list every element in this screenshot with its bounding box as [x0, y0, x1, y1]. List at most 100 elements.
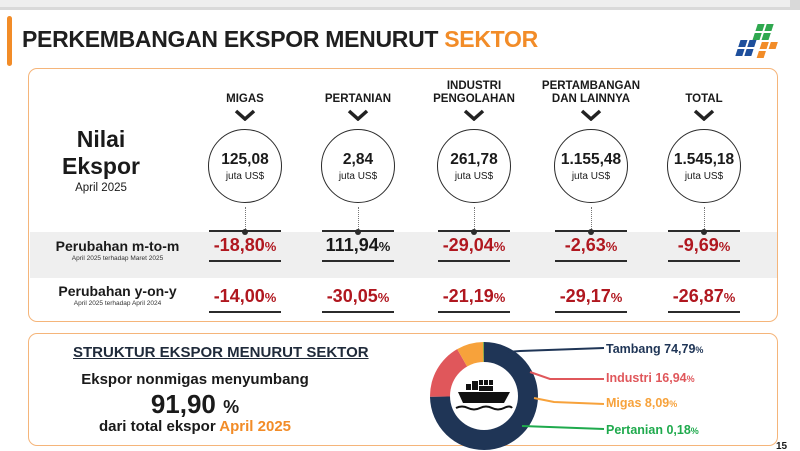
- cell-bottom-line: [555, 260, 627, 262]
- yoy-number: -29,17: [559, 286, 611, 306]
- yoy-number: -30,05: [326, 286, 378, 306]
- structure-line3: dari total ekspor April 2025: [60, 418, 330, 435]
- mtm-number: -2,63: [564, 235, 606, 255]
- sector-name: PERTANIAN: [324, 93, 392, 105]
- structure-line1: Ekspor nonmigas menyumbang: [81, 371, 309, 388]
- pct-sign: %: [610, 290, 623, 305]
- leader-tambang: [507, 347, 605, 353]
- legend-pct: %: [695, 345, 704, 355]
- sector-unit: juta US$: [225, 170, 265, 182]
- cell-bottom-line: [322, 311, 394, 313]
- mtm-label: Perubahan m-to-m: [55, 238, 180, 254]
- cell-top-line: [668, 230, 740, 232]
- chevron-down-icon: [347, 109, 369, 121]
- structure-big-value: 91,90 %: [60, 389, 330, 420]
- sector-unit: juta US$: [338, 170, 378, 182]
- legend-name: Pertanian: [606, 423, 663, 437]
- dotted-connector: [473, 207, 475, 229]
- pct-sign: %: [718, 239, 731, 254]
- cell-bottom-line: [668, 311, 740, 313]
- connector-dot: [588, 229, 594, 235]
- mtm-number: -18,80: [213, 235, 265, 255]
- mtm-cell-migas: -18,80%: [185, 230, 305, 262]
- mtm-row-band: [30, 232, 777, 278]
- cell-top-line: [322, 230, 394, 232]
- title-accent-bar: [7, 16, 12, 66]
- sector-column-pertambangan: PERTAMBANGAN DAN LAINNYA 1.155,48 juta U…: [531, 74, 651, 235]
- top-bar-inner: [0, 0, 790, 7]
- nilai-title-line1: Nilai: [76, 126, 126, 152]
- dotted-connector: [244, 207, 246, 229]
- connector-dot: [355, 229, 361, 235]
- cell-bottom-line: [438, 260, 510, 262]
- chevron-down-icon: [580, 109, 602, 121]
- pct-sign: %: [605, 239, 618, 254]
- title-main: PERKEMBANGAN EKSPOR MENURUT: [22, 26, 439, 52]
- sector-value: 1.155,48: [560, 150, 622, 168]
- line3-prefix: dari total ekspor: [98, 418, 216, 435]
- cargo-ship-icon: [455, 380, 513, 411]
- yoy-value: -30,05%: [298, 285, 418, 309]
- sector-unit: juta US$: [684, 170, 724, 182]
- mtm-value: -29,04%: [414, 234, 534, 258]
- legend-value: 8,09: [644, 396, 670, 410]
- chevron-down-icon: [234, 109, 256, 121]
- legend-value: 74,79: [664, 342, 696, 356]
- sector-value-circle: 261,78 juta US$: [437, 129, 511, 203]
- sector-value-circle: 1.155,48 juta US$: [554, 129, 628, 203]
- cell-bottom-line: [322, 260, 394, 262]
- legend-value: 0,18: [666, 423, 691, 437]
- leader-industri: [529, 371, 604, 380]
- legend-name: Migas: [606, 396, 642, 410]
- connector-dot: [471, 229, 477, 235]
- cell-top-line: [555, 230, 627, 232]
- yoy-number: -26,87: [672, 286, 724, 306]
- pct-sign: %: [264, 290, 277, 305]
- chevron-down-icon: [463, 109, 485, 121]
- pct-sign: %: [378, 239, 391, 254]
- pct-sign: %: [264, 239, 277, 254]
- nilai-period: April 2025: [75, 182, 127, 194]
- mtm-number: -29,04: [442, 235, 494, 255]
- sector-name: INDUSTRI PENGOLAHAN: [433, 80, 515, 105]
- yoy-value: -29,17%: [531, 285, 651, 309]
- sector-value-circle: 125,08 juta US$: [208, 129, 282, 203]
- yoy-number: -21,19: [442, 286, 494, 306]
- donut-slice-tambang: [430, 342, 538, 450]
- legend-name: Industri: [606, 371, 652, 385]
- mtm-cell-industri: -29,04%: [414, 230, 534, 262]
- legend-tambang: Tambang 74,79%: [606, 342, 703, 356]
- connector-dot: [242, 229, 248, 235]
- sector-value: 1.545,18: [673, 150, 735, 168]
- page-number: 15: [776, 441, 788, 451]
- pct-sign: %: [377, 290, 390, 305]
- yoy-value: -14,00%: [185, 285, 305, 309]
- line3-highlight: April 2025: [219, 418, 292, 435]
- legend-name: Tambang: [606, 342, 661, 356]
- sector-value-circle: 1.545,18 juta US$: [667, 129, 741, 203]
- mtm-value: -9,69%: [644, 234, 764, 258]
- mtm-value: 111,94%: [298, 234, 418, 258]
- legend-migas: Migas 8,09%: [606, 396, 677, 410]
- yoy-label: Perubahan y-on-y: [58, 283, 177, 299]
- yoy-number: -14,00: [213, 286, 265, 306]
- legend-pct: %: [669, 399, 678, 409]
- legend-value: 16,94: [655, 371, 687, 385]
- title-highlight: SEKTOR: [444, 26, 538, 52]
- cell-bottom-line: [209, 311, 281, 313]
- mtm-number: 111,94: [325, 235, 379, 255]
- mtm-sublabel: April 2025 terhadap Maret 2025: [71, 255, 164, 262]
- leader-migas: [533, 397, 605, 405]
- cell-top-line: [209, 230, 281, 232]
- big-number: 91,90: [150, 389, 216, 419]
- sector-unit: juta US$: [571, 170, 611, 182]
- yoy-row-label: Perubahan y-on-y April 2025 terhadap Apr…: [30, 283, 205, 307]
- pct-sign: %: [493, 290, 506, 305]
- mtm-cell-pertanian: 111,94%: [298, 230, 418, 262]
- pct-sign: %: [723, 290, 736, 305]
- yoy-cell-migas: -14,00%: [185, 283, 305, 313]
- legend-pct: %: [686, 374, 695, 384]
- chevron-down-icon: [693, 109, 715, 121]
- page-title: PERKEMBANGAN EKSPOR MENURUT SEKTOR: [22, 26, 538, 53]
- connector-dot: [701, 229, 707, 235]
